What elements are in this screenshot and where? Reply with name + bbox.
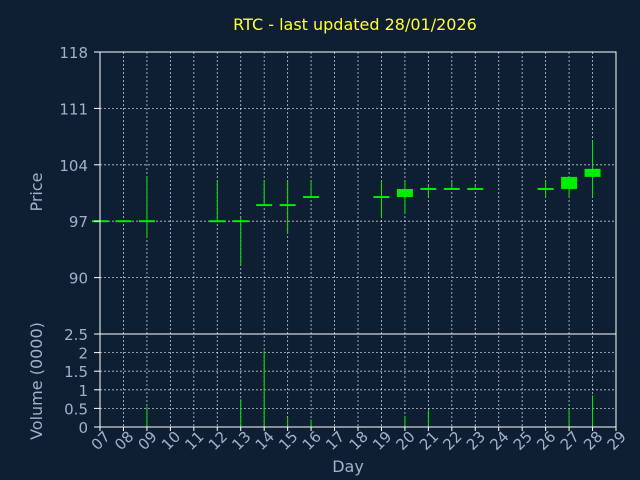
- x-tick-label: 11: [181, 428, 207, 454]
- candle-body-20: [396, 188, 413, 198]
- volume-tick-label: 0: [78, 419, 88, 437]
- grid-layer: [100, 52, 616, 427]
- x-tick-label: 14: [252, 428, 278, 454]
- candle-body-08: [115, 220, 132, 223]
- x-tick-label: 23: [463, 428, 489, 454]
- chart-title: RTC - last updated 28/01/2026: [233, 15, 477, 34]
- price-tick-label: 90: [69, 270, 88, 288]
- candle-body-15: [279, 204, 296, 207]
- x-tick-label: 17: [322, 428, 348, 454]
- marks-layer: [92, 140, 601, 427]
- x-tick-label: 20: [393, 428, 419, 454]
- x-tick-label: 10: [158, 428, 184, 454]
- x-tick-label: 24: [486, 428, 512, 454]
- volume-tick-label: 1: [78, 382, 88, 400]
- candle-body-23: [467, 187, 484, 190]
- x-tick-label: 28: [580, 428, 606, 454]
- volume-tick-label: 2.5: [64, 326, 88, 344]
- x-tick-label: 13: [228, 428, 254, 454]
- x-tick-label: 21: [416, 428, 442, 454]
- price-tick-label: 118: [59, 44, 88, 62]
- x-tick-label: 12: [205, 428, 231, 454]
- candle-body-19: [373, 196, 390, 199]
- volume-tick-label: 0.5: [64, 400, 88, 418]
- x-tick-label: 08: [111, 428, 137, 454]
- x-axis-label: Day: [332, 457, 364, 476]
- x-tick-label: 18: [346, 428, 372, 454]
- candle-body-21: [420, 187, 437, 190]
- candle-body-26: [537, 187, 554, 190]
- price-axis-label: Price: [27, 172, 46, 211]
- x-tick-label: 09: [135, 428, 161, 454]
- volume-tick-label: 1.5: [64, 363, 88, 381]
- candle-body-28: [584, 168, 601, 177]
- volume-axis-label: Volume (0000): [27, 322, 46, 440]
- candle-body-12: [209, 220, 226, 223]
- candle-body-09: [138, 220, 155, 223]
- x-tick-label: 27: [557, 428, 583, 454]
- x-tick-label: 07: [88, 428, 114, 454]
- x-tick-label: 26: [533, 428, 559, 454]
- candle-body-27: [561, 176, 578, 189]
- candle-body-14: [256, 204, 273, 207]
- price-tick-label: 104: [59, 157, 88, 175]
- price-tick-label: 97: [69, 213, 88, 231]
- x-tick-label: 29: [604, 428, 630, 454]
- x-tick-label: 25: [510, 428, 536, 454]
- volume-tick-label: 2: [78, 345, 88, 363]
- x-tick-label: 16: [299, 428, 325, 454]
- x-tick-label: 22: [439, 428, 465, 454]
- candle-body-13: [232, 220, 249, 223]
- x-tick-label: 15: [275, 428, 301, 454]
- price-tick-label: 111: [59, 100, 88, 118]
- candle-body-22: [443, 187, 460, 190]
- candle-body-16: [303, 196, 320, 199]
- x-tick-label: 19: [369, 428, 395, 454]
